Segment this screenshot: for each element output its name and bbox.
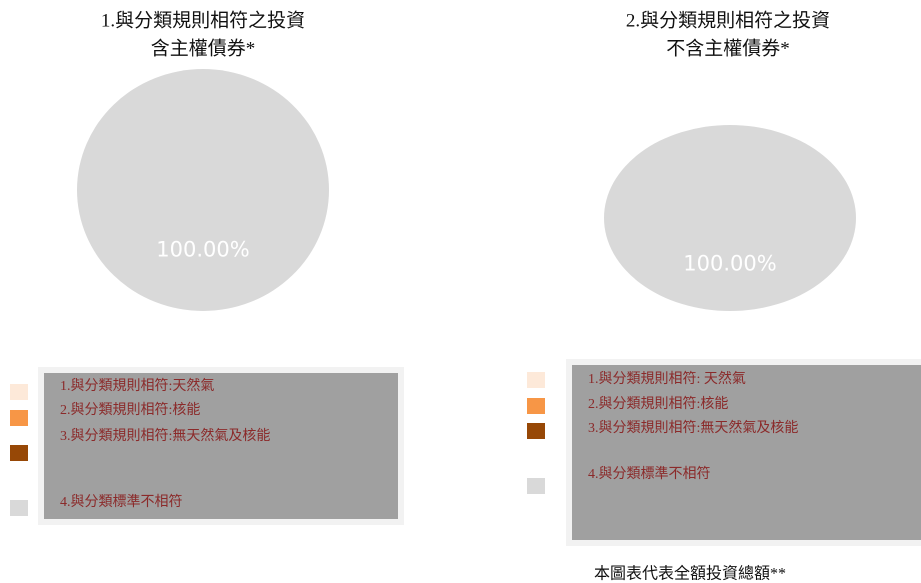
data-label: 100.00%: [683, 252, 776, 276]
legend-swatch: [10, 500, 28, 516]
legend-swatch: [10, 410, 28, 426]
legend-swatch: [10, 384, 28, 400]
data-label: 100.00%: [156, 238, 249, 262]
legend-swatch: [527, 372, 545, 388]
pie-slice: [604, 125, 856, 311]
footnote: 本圖表代表全額投資總額**: [594, 565, 786, 583]
pie-slice: [77, 69, 329, 311]
legend-swatch: [527, 423, 545, 439]
legend-label: 1.與分類規則相符:天然氣: [60, 377, 214, 394]
legend-label: 3.與分類規則相符:無天然氣及核能: [60, 427, 270, 444]
chart-subtitle: 不含主權債券*: [666, 37, 790, 59]
legend-label: 2.與分類規則相符:核能: [588, 396, 728, 412]
legend-swatch: [527, 398, 545, 414]
chart-subtitle: 含主權債券*: [151, 37, 256, 59]
legend-swatch: [10, 445, 28, 461]
legend-box: [572, 365, 921, 540]
legend-label: 1.與分類規則相符: 天然氣: [588, 370, 746, 387]
chart-title: 2.與分類規則相符之投資: [626, 9, 830, 31]
legend-label: 2.與分類規則相符:核能: [60, 402, 200, 418]
legend-label: 4.與分類標準不相符: [588, 466, 711, 482]
legend-label: 3.與分類規則相符:無天然氣及核能: [588, 419, 798, 436]
chart-title: 1.與分類規則相符之投資: [101, 9, 305, 31]
legend-swatch: [527, 478, 545, 494]
legend-box: [44, 373, 398, 519]
legend-label: 4.與分類標準不相符: [60, 494, 183, 510]
